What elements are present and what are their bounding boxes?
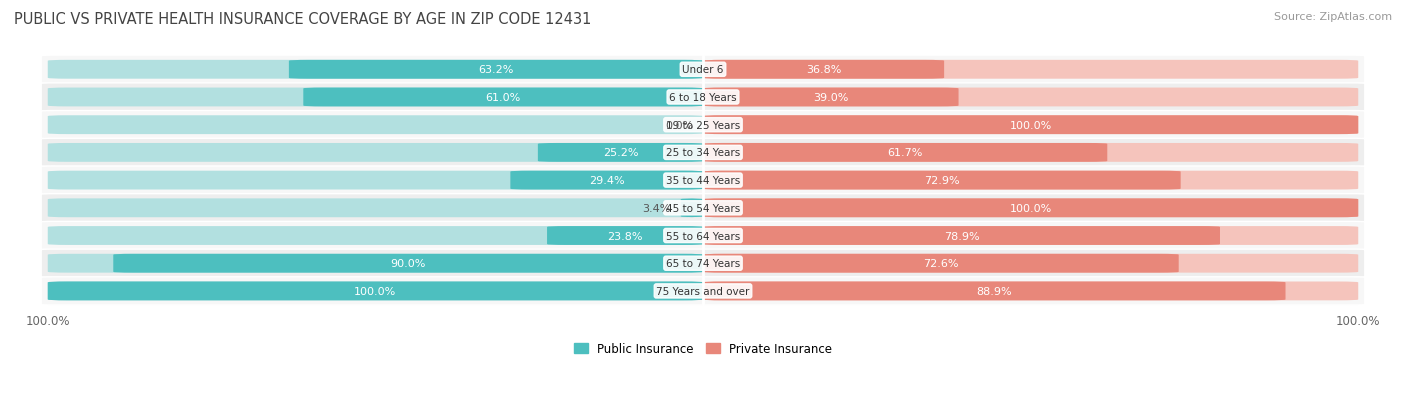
FancyBboxPatch shape [703,116,1358,135]
FancyBboxPatch shape [114,254,703,273]
Text: 25.2%: 25.2% [603,148,638,158]
FancyBboxPatch shape [703,282,1358,301]
FancyBboxPatch shape [703,88,1358,107]
FancyBboxPatch shape [48,254,703,273]
FancyBboxPatch shape [703,144,1108,162]
FancyBboxPatch shape [48,199,703,218]
FancyBboxPatch shape [41,166,1365,195]
FancyBboxPatch shape [304,88,703,107]
Text: 61.7%: 61.7% [887,148,922,158]
FancyBboxPatch shape [703,254,1358,273]
Text: 25 to 34 Years: 25 to 34 Years [666,148,740,158]
FancyBboxPatch shape [41,194,1365,222]
FancyBboxPatch shape [703,88,959,107]
FancyBboxPatch shape [703,227,1220,245]
FancyBboxPatch shape [703,61,943,79]
Legend: Public Insurance, Private Insurance: Public Insurance, Private Insurance [569,337,837,360]
Text: 65 to 74 Years: 65 to 74 Years [666,259,740,268]
FancyBboxPatch shape [48,61,703,79]
Text: 36.8%: 36.8% [806,65,841,75]
Text: 100.0%: 100.0% [1010,121,1052,131]
FancyBboxPatch shape [48,88,703,107]
FancyBboxPatch shape [510,171,703,190]
Text: Source: ZipAtlas.com: Source: ZipAtlas.com [1274,12,1392,22]
Text: 63.2%: 63.2% [478,65,513,75]
FancyBboxPatch shape [41,249,1365,278]
FancyBboxPatch shape [41,111,1365,140]
Text: 55 to 64 Years: 55 to 64 Years [666,231,740,241]
FancyBboxPatch shape [41,139,1365,167]
FancyBboxPatch shape [48,282,703,301]
Text: PUBLIC VS PRIVATE HEALTH INSURANCE COVERAGE BY AGE IN ZIP CODE 12431: PUBLIC VS PRIVATE HEALTH INSURANCE COVER… [14,12,592,27]
Text: 100.0%: 100.0% [354,286,396,296]
FancyBboxPatch shape [681,199,703,218]
Text: 61.0%: 61.0% [485,93,520,103]
FancyBboxPatch shape [48,171,703,190]
Text: 72.9%: 72.9% [924,176,960,186]
Text: 72.6%: 72.6% [924,259,959,268]
FancyBboxPatch shape [703,61,1358,79]
Text: 90.0%: 90.0% [391,259,426,268]
Text: 23.8%: 23.8% [607,231,643,241]
Text: 19 to 25 Years: 19 to 25 Years [666,121,740,131]
FancyBboxPatch shape [288,61,703,79]
Text: 75 Years and over: 75 Years and over [657,286,749,296]
FancyBboxPatch shape [703,144,1358,162]
Text: 35 to 44 Years: 35 to 44 Years [666,176,740,186]
Text: 29.4%: 29.4% [589,176,624,186]
FancyBboxPatch shape [703,171,1358,190]
Text: 3.4%: 3.4% [643,203,671,213]
Text: 100.0%: 100.0% [1010,203,1052,213]
FancyBboxPatch shape [703,116,1358,135]
FancyBboxPatch shape [48,282,703,301]
Text: 0.0%: 0.0% [665,121,693,131]
Text: 6 to 18 Years: 6 to 18 Years [669,93,737,103]
FancyBboxPatch shape [703,282,1285,301]
FancyBboxPatch shape [48,227,703,245]
Text: Under 6: Under 6 [682,65,724,75]
Text: 88.9%: 88.9% [976,286,1012,296]
FancyBboxPatch shape [703,227,1358,245]
Text: 78.9%: 78.9% [943,231,980,241]
FancyBboxPatch shape [703,199,1358,218]
FancyBboxPatch shape [48,144,703,162]
Text: 39.0%: 39.0% [813,93,848,103]
Text: 45 to 54 Years: 45 to 54 Years [666,203,740,213]
FancyBboxPatch shape [48,116,703,135]
FancyBboxPatch shape [703,254,1178,273]
FancyBboxPatch shape [41,277,1365,305]
FancyBboxPatch shape [41,56,1365,84]
FancyBboxPatch shape [538,144,703,162]
FancyBboxPatch shape [41,84,1365,112]
FancyBboxPatch shape [703,171,1181,190]
FancyBboxPatch shape [547,227,703,245]
FancyBboxPatch shape [703,199,1358,218]
FancyBboxPatch shape [41,222,1365,250]
